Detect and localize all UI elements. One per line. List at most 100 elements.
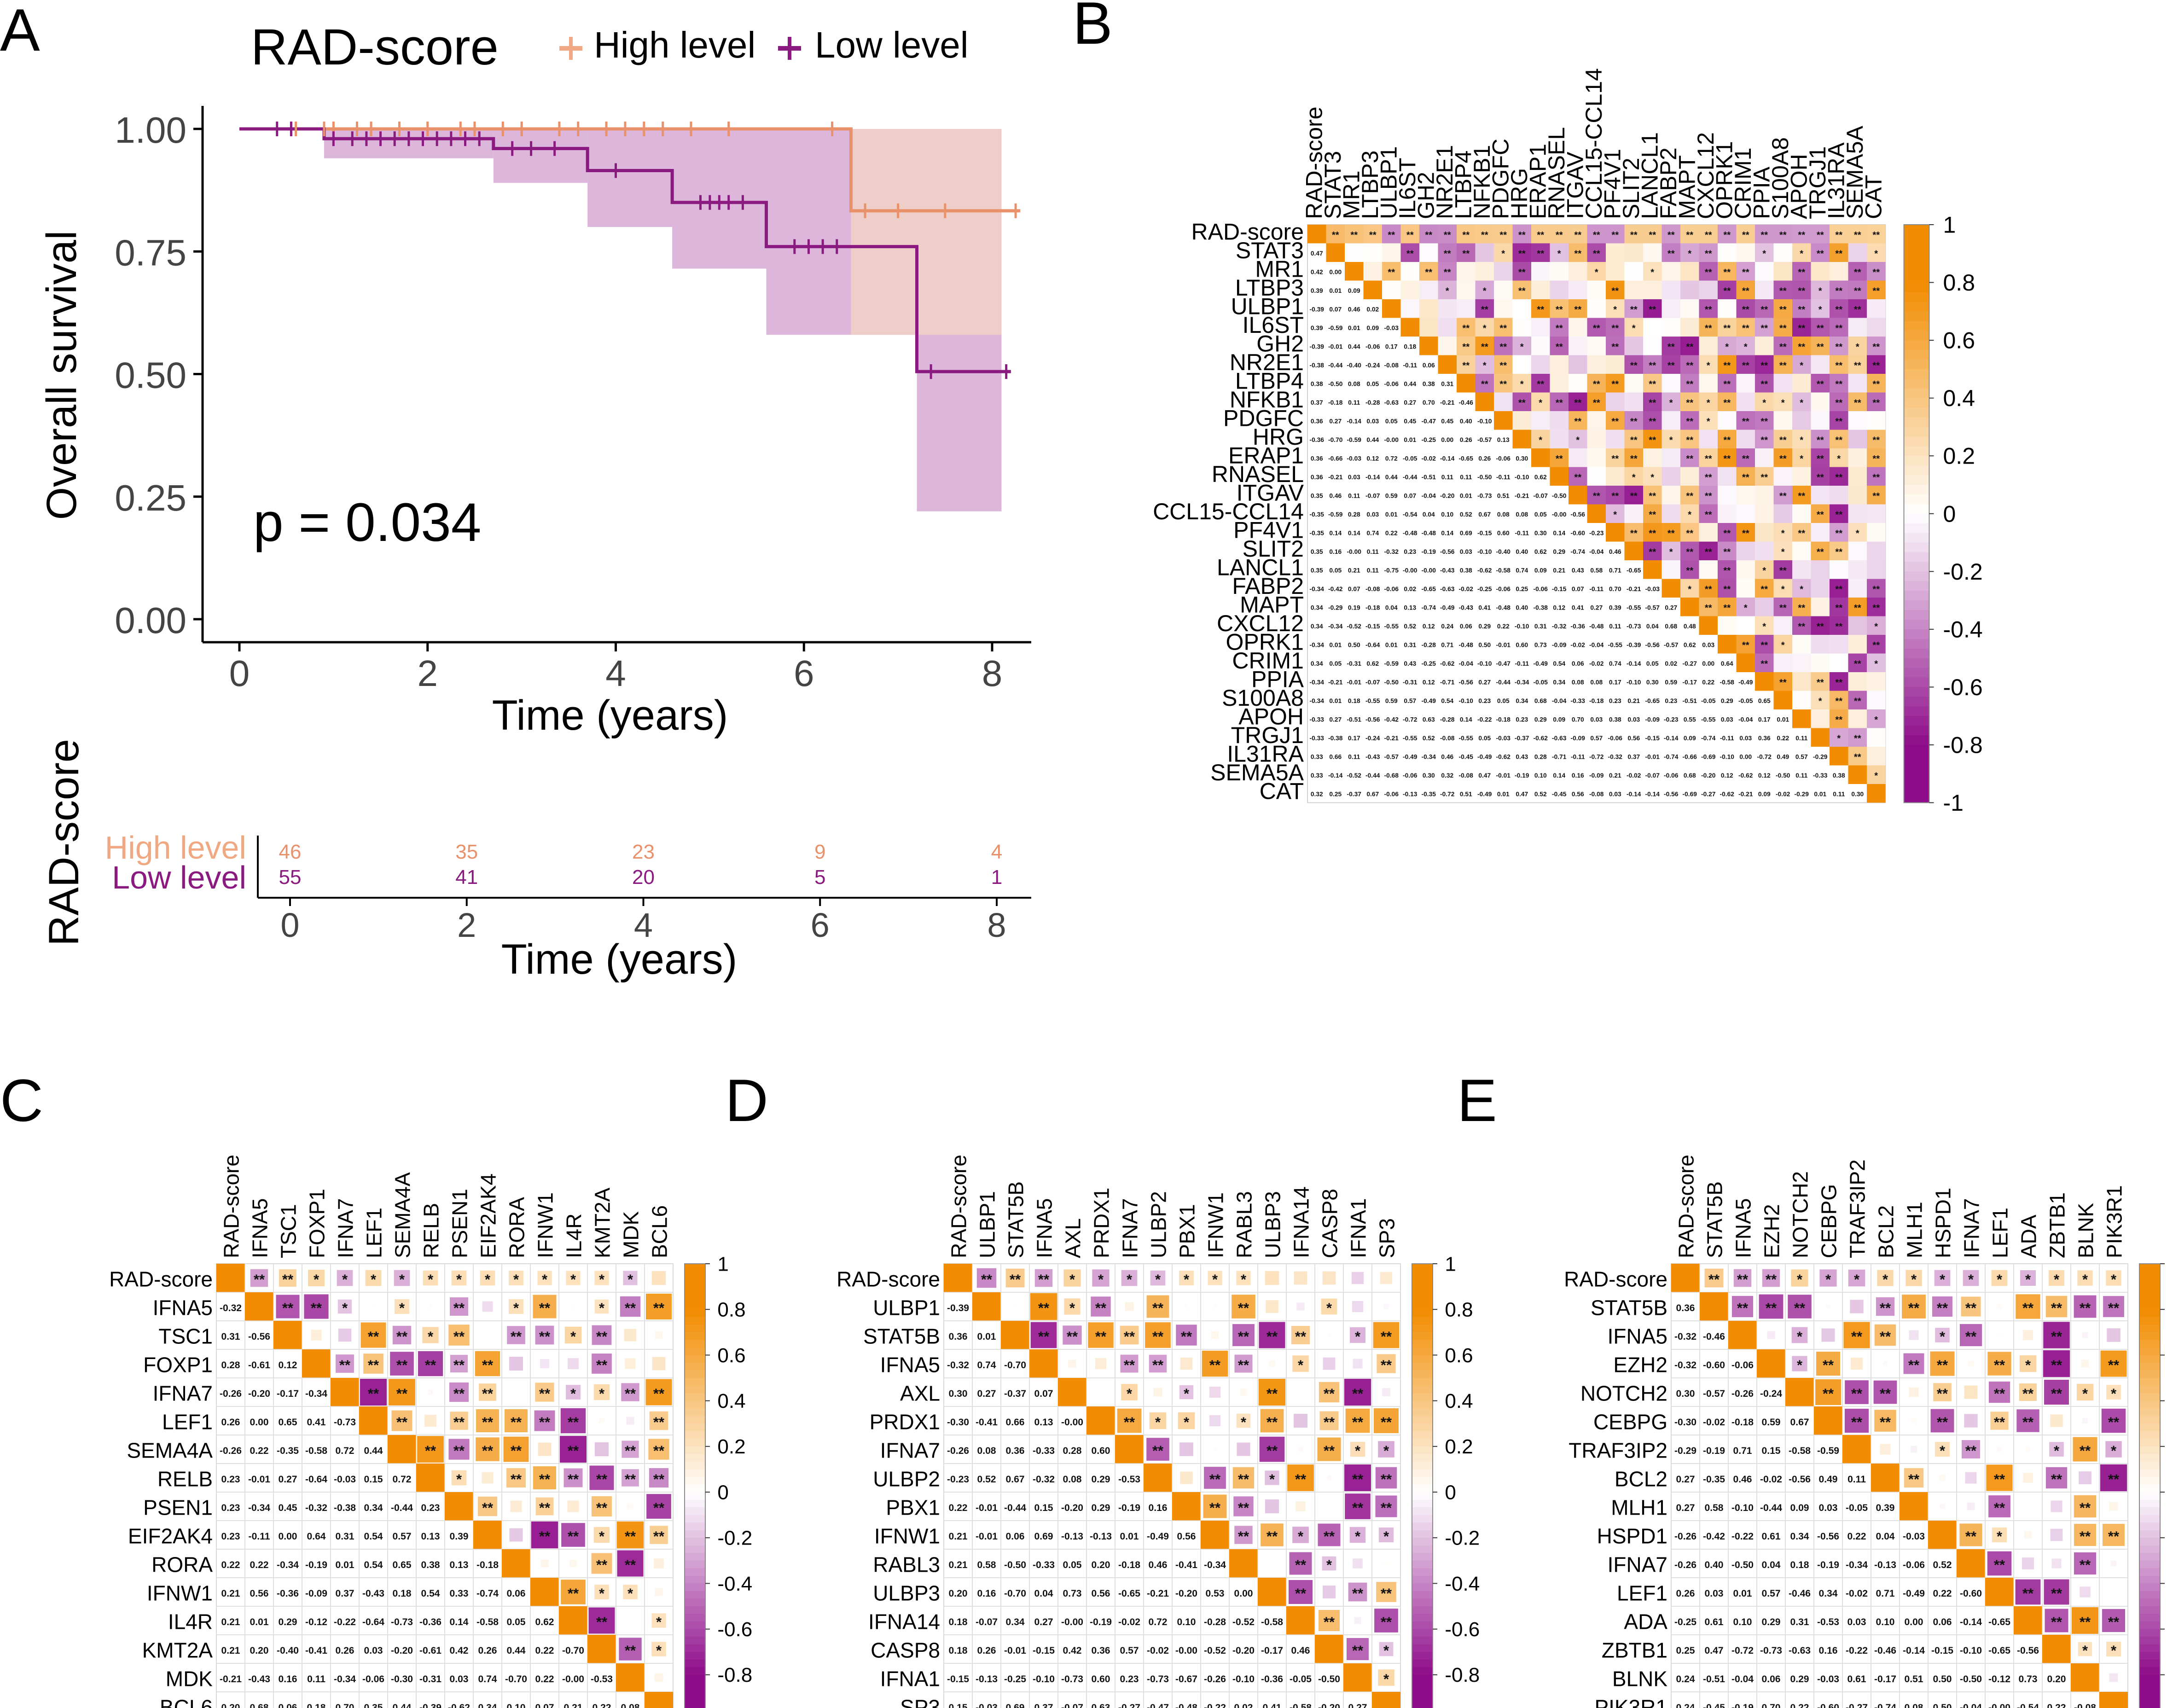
- colorbar-segment: [2139, 1476, 2160, 1485]
- corr-value: 0.06: [1460, 623, 1472, 630]
- corr-value: 0.05: [1478, 735, 1491, 742]
- corr-value: -0.35: [277, 1446, 299, 1456]
- corr-cell: [1680, 486, 1699, 505]
- significance-star: *: [1383, 1643, 1389, 1659]
- colorbar-segment: [685, 1301, 705, 1310]
- corr-square: [336, 1354, 354, 1373]
- corr-cell: [1830, 653, 1848, 672]
- corr-square: [594, 1585, 609, 1599]
- corr-value: -0.04: [1738, 716, 1753, 723]
- colorbar-segment: [1904, 629, 1929, 639]
- significance-star: **: [1742, 361, 1749, 371]
- significance-star: *: [1800, 454, 1803, 464]
- row-label: BCL2: [1615, 1467, 1667, 1491]
- corr-value: 0.09: [1534, 567, 1547, 574]
- corr-value: -0.01: [1347, 679, 1362, 686]
- diag-cell: [1811, 728, 1830, 747]
- significance-star: *: [1940, 1272, 1946, 1288]
- row-label: EZH2: [1613, 1353, 1667, 1377]
- significance-star: *: [1818, 697, 1822, 707]
- significance-star: **: [1835, 585, 1842, 595]
- corr-square: [533, 1295, 557, 1319]
- corr-value: 0.00: [1739, 754, 1752, 761]
- legend-title: RAD-score: [251, 19, 499, 76]
- corr-value: 0.01: [1733, 1588, 1752, 1599]
- corr-value: 0.11: [1833, 791, 1845, 798]
- row-label: CEBPG: [1593, 1410, 1667, 1434]
- x-tick-label: 2: [418, 653, 438, 694]
- corr-cell: [1643, 523, 1662, 542]
- corr-value: -0.21: [1384, 735, 1399, 742]
- corr-value: 0.59: [1385, 493, 1398, 500]
- corr-square: [1240, 1388, 1247, 1396]
- colorbar-segment: [1904, 610, 1929, 620]
- significance-star: **: [1779, 454, 1787, 464]
- significance-star: **: [2108, 1357, 2120, 1373]
- corr-value: 0.17: [1385, 343, 1398, 350]
- corr-value: -0.21: [1440, 399, 1455, 406]
- corr-value: -0.32: [1552, 623, 1567, 630]
- colorbar-segment: [1412, 1515, 1433, 1523]
- corr-value: 0.71: [1441, 642, 1453, 649]
- corr-cell: [1587, 299, 1606, 318]
- corr-cell: [1550, 355, 1569, 374]
- colorbar-segment: [1904, 716, 1929, 726]
- corr-value: 0.02: [1366, 306, 1379, 313]
- corr-value: -0.08: [2074, 1702, 2096, 1708]
- legend-low-label: Low level: [815, 24, 969, 65]
- corr-cell: [1475, 299, 1494, 318]
- corr-cell: [1867, 262, 1886, 281]
- significance-star: **: [1499, 361, 1507, 371]
- corr-value: -0.56: [1459, 679, 1474, 686]
- corr-square: [1237, 1442, 1250, 1456]
- significance-star: **: [482, 1443, 494, 1459]
- corr-value: -0.03: [1384, 325, 1399, 331]
- corr-value: -0.34: [1422, 754, 1436, 761]
- corr-value: -0.50: [1552, 493, 1567, 500]
- corr-value: -0.10: [1477, 660, 1492, 667]
- corr-value: -0.50: [1960, 1674, 1982, 1685]
- significance-star: **: [1649, 491, 1656, 501]
- corr-square: [593, 1384, 610, 1400]
- colorbar-segment: [1904, 369, 1929, 379]
- corr-square: [560, 1436, 587, 1463]
- corr-square: [651, 1642, 666, 1656]
- significance-star: *: [1355, 1329, 1361, 1345]
- corr-square: [2051, 1558, 2062, 1569]
- corr-cell: [1624, 392, 1643, 411]
- corr-cell: [1755, 411, 1774, 430]
- corr-value: 0.03: [1818, 1503, 1837, 1513]
- significance-star: **: [1723, 603, 1731, 613]
- corr-cell: [1569, 374, 1587, 393]
- corr-value: 0.03: [1704, 1588, 1723, 1599]
- corr-value: -0.22: [1204, 1702, 1226, 1708]
- corr-value: -0.03: [334, 1474, 356, 1485]
- colorbar-segment: [1412, 1575, 1433, 1584]
- col-label: ULBP3: [1261, 1191, 1284, 1258]
- significance-star: **: [1352, 1586, 1364, 1602]
- diag-cell: [2042, 1635, 2071, 1663]
- significance-star: **: [1779, 491, 1787, 501]
- significance-star: **: [1649, 230, 1656, 240]
- corr-square: [1209, 1386, 1221, 1398]
- corr-value: -0.26: [220, 1388, 242, 1399]
- colorbar-segment: [1904, 494, 1929, 505]
- col-label: FOXP1: [305, 1189, 329, 1258]
- corr-value: 0.22: [592, 1702, 611, 1708]
- colorbar-segment: [685, 1461, 705, 1470]
- corr-cell: [1569, 318, 1587, 337]
- corr-cell: [1867, 747, 1886, 766]
- corr-cell: [1643, 504, 1662, 523]
- corr-cell: [1512, 337, 1531, 355]
- corr-value: 0.30: [1851, 791, 1864, 798]
- colorbar-tick-label: 0.6: [717, 1344, 745, 1367]
- significance-star: **: [2080, 1443, 2091, 1459]
- significance-star: **: [2051, 1329, 2062, 1345]
- corr-value: 0.62: [1534, 548, 1547, 555]
- significance-star: **: [1152, 1300, 1164, 1316]
- corr-value: 0.26: [977, 1645, 996, 1656]
- colorbar-segment: [1904, 446, 1929, 457]
- corr-square: [372, 1305, 375, 1308]
- corr-cell: [1382, 243, 1401, 262]
- corr-square: [616, 1521, 644, 1549]
